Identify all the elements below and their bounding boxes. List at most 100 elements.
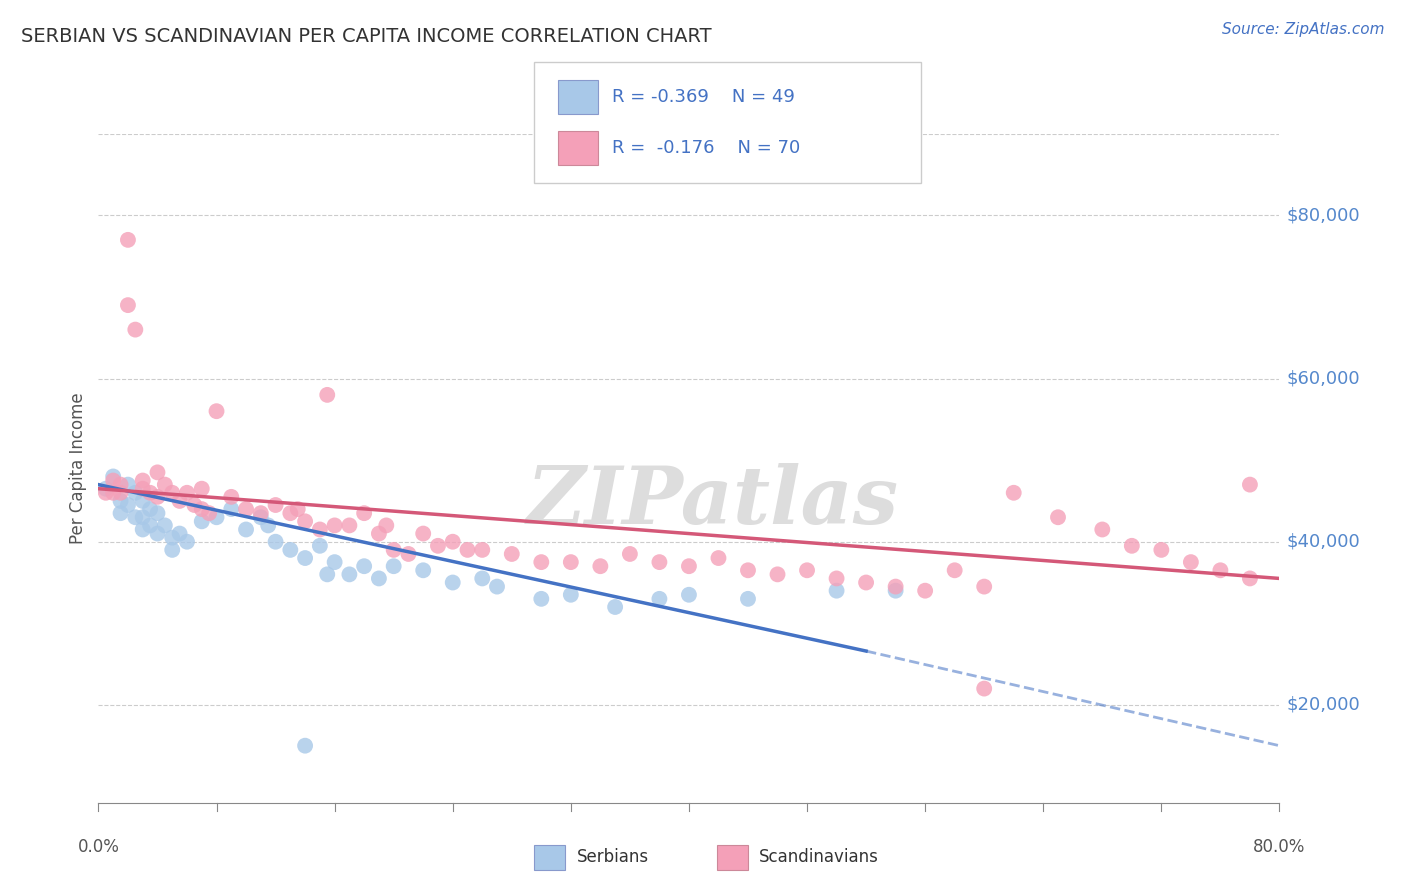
- Point: [530, 555, 553, 569]
- Point: [139, 518, 162, 533]
- Point: [353, 559, 375, 574]
- Point: [146, 490, 169, 504]
- Text: ZIPatlas: ZIPatlas: [526, 463, 898, 541]
- Point: [183, 498, 205, 512]
- Point: [176, 534, 198, 549]
- Point: [169, 526, 191, 541]
- Point: [191, 482, 214, 496]
- Point: [560, 555, 582, 569]
- Text: $80,000: $80,000: [1286, 206, 1360, 225]
- Point: [884, 583, 907, 598]
- Point: [294, 514, 316, 528]
- Point: [375, 518, 398, 533]
- Point: [316, 567, 339, 582]
- Point: [103, 485, 125, 500]
- Point: [162, 531, 183, 545]
- Point: [486, 580, 509, 594]
- Point: [294, 739, 316, 753]
- Point: [139, 502, 162, 516]
- Point: [1002, 485, 1025, 500]
- Point: [117, 498, 139, 512]
- Point: [110, 485, 132, 500]
- Text: SERBIAN VS SCANDINAVIAN PER CAPITA INCOME CORRELATION CHART: SERBIAN VS SCANDINAVIAN PER CAPITA INCOM…: [21, 27, 711, 45]
- Point: [589, 559, 612, 574]
- Point: [117, 477, 139, 491]
- Point: [648, 591, 671, 606]
- Point: [605, 599, 627, 614]
- Point: [825, 583, 848, 598]
- Point: [707, 551, 730, 566]
- Point: [94, 482, 117, 496]
- Text: $60,000: $60,000: [1286, 369, 1360, 387]
- Point: [235, 523, 257, 537]
- Point: [132, 494, 155, 508]
- Point: [264, 534, 287, 549]
- Point: [153, 518, 176, 533]
- Point: [294, 551, 316, 566]
- Point: [132, 510, 155, 524]
- Point: [337, 518, 360, 533]
- Point: [235, 502, 257, 516]
- Point: [914, 583, 936, 598]
- Text: 0.0%: 0.0%: [77, 838, 120, 856]
- Text: $20,000: $20,000: [1286, 696, 1360, 714]
- Point: [257, 518, 280, 533]
- Text: Source: ZipAtlas.com: Source: ZipAtlas.com: [1222, 22, 1385, 37]
- Point: [973, 580, 995, 594]
- Point: [198, 506, 221, 520]
- Point: [103, 469, 125, 483]
- Point: [560, 588, 582, 602]
- Point: [796, 563, 818, 577]
- Point: [117, 233, 139, 247]
- Point: [309, 539, 332, 553]
- Point: [1239, 571, 1261, 585]
- Point: [250, 506, 273, 520]
- Point: [412, 563, 434, 577]
- Point: [110, 477, 132, 491]
- Point: [678, 588, 700, 602]
- Point: [162, 485, 183, 500]
- Point: [309, 523, 332, 537]
- Y-axis label: Per Capita Income: Per Capita Income: [69, 392, 87, 544]
- Point: [382, 542, 405, 557]
- Point: [382, 559, 405, 574]
- Point: [132, 474, 155, 488]
- Point: [287, 502, 309, 516]
- Point: [855, 575, 877, 590]
- Point: [191, 502, 214, 516]
- Point: [124, 510, 146, 524]
- Point: [110, 506, 132, 520]
- Point: [146, 506, 169, 520]
- Point: [1180, 555, 1202, 569]
- Point: [162, 542, 183, 557]
- Point: [396, 547, 419, 561]
- Point: [427, 539, 450, 553]
- Point: [678, 559, 700, 574]
- Point: [441, 575, 464, 590]
- Point: [501, 547, 523, 561]
- Point: [368, 526, 391, 541]
- Text: R =  -0.176    N = 70: R = -0.176 N = 70: [612, 139, 800, 157]
- Point: [219, 502, 242, 516]
- Point: [1150, 542, 1173, 557]
- Point: [250, 510, 273, 524]
- Point: [648, 555, 671, 569]
- Point: [139, 485, 162, 500]
- Point: [264, 498, 287, 512]
- Point: [191, 514, 214, 528]
- Point: [471, 571, 494, 585]
- Point: [124, 485, 146, 500]
- Point: [205, 404, 228, 418]
- Point: [530, 591, 553, 606]
- Point: [825, 571, 848, 585]
- Point: [132, 523, 155, 537]
- Text: Scandinavians: Scandinavians: [759, 848, 879, 866]
- Text: Serbians: Serbians: [576, 848, 648, 866]
- Point: [117, 298, 139, 312]
- Point: [278, 542, 302, 557]
- Point: [146, 466, 169, 480]
- Point: [146, 526, 169, 541]
- Point: [1209, 563, 1232, 577]
- Point: [766, 567, 789, 582]
- Point: [110, 494, 132, 508]
